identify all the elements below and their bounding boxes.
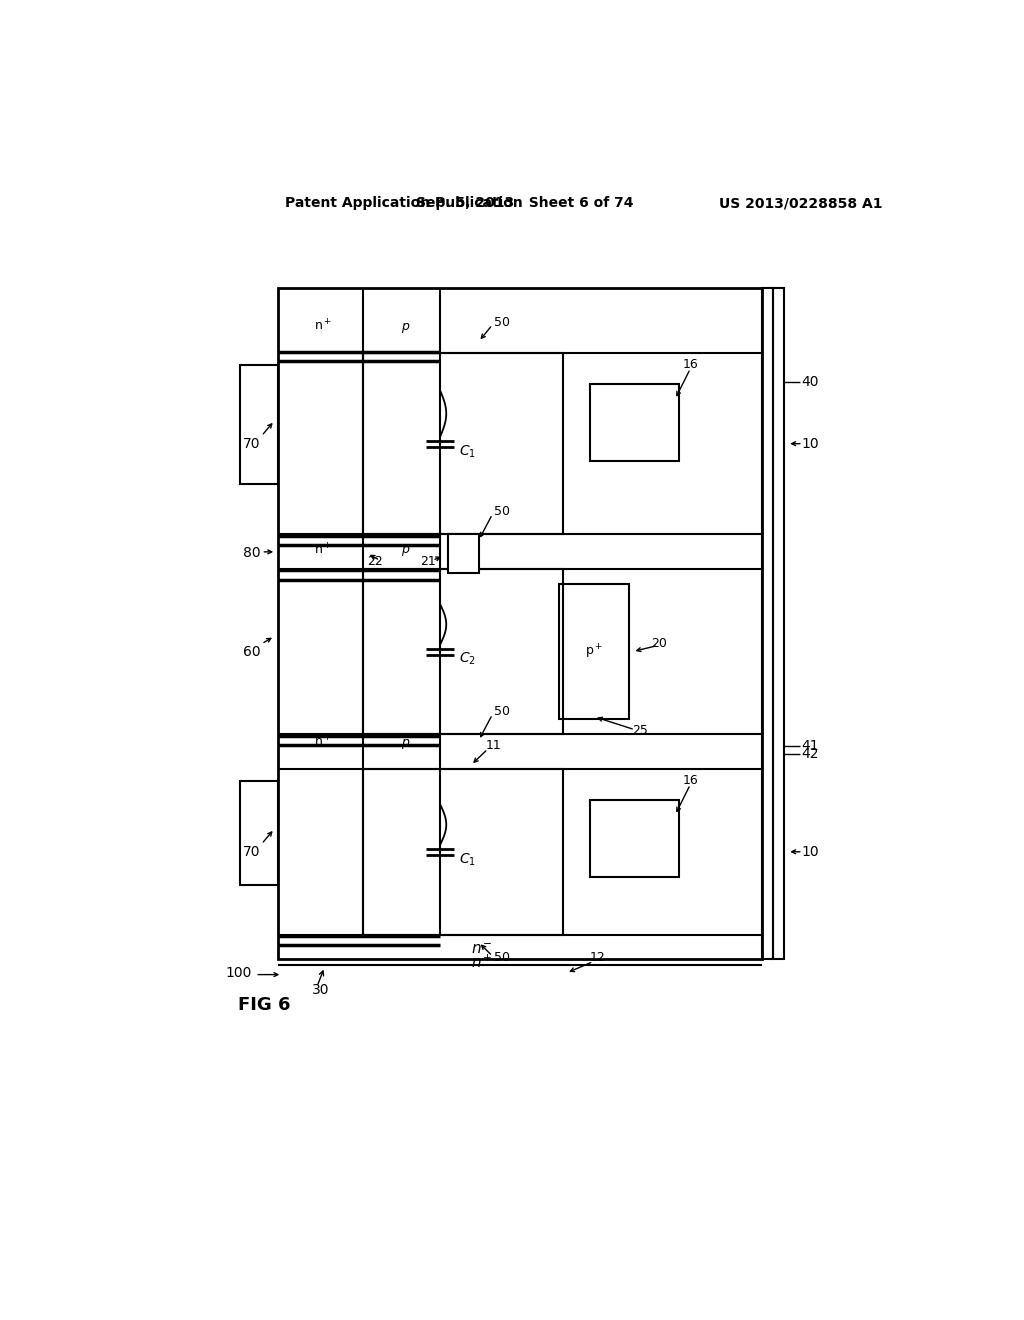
Text: US 2013/0228858 A1: US 2013/0228858 A1 — [719, 197, 883, 210]
Text: $C_1$: $C_1$ — [460, 851, 476, 867]
Text: 70: 70 — [243, 437, 260, 450]
Bar — [240, 364, 279, 484]
Text: 16: 16 — [683, 774, 698, 787]
Text: 20: 20 — [651, 638, 668, 651]
Text: 80: 80 — [243, 546, 260, 561]
Text: 10: 10 — [802, 437, 819, 450]
Text: n$^-$: n$^-$ — [471, 942, 493, 957]
Text: 50: 50 — [494, 705, 510, 718]
Text: n$^+$: n$^+$ — [471, 953, 493, 972]
Bar — [590, 384, 679, 461]
Bar — [762, 288, 773, 960]
Bar — [364, 354, 563, 535]
Text: 100: 100 — [225, 966, 252, 979]
Text: n$^+$: n$^+$ — [314, 543, 332, 557]
Text: n$^+$: n$^+$ — [314, 318, 332, 334]
Text: p: p — [401, 543, 410, 556]
Text: p: p — [401, 735, 410, 748]
Text: 11: 11 — [486, 739, 502, 752]
Bar — [773, 288, 783, 960]
Text: 42: 42 — [802, 747, 819, 760]
Text: 70: 70 — [243, 845, 260, 859]
Text: 21: 21 — [421, 556, 436, 569]
Text: 40: 40 — [802, 375, 819, 389]
Bar — [559, 585, 629, 719]
Bar — [590, 800, 679, 876]
Text: p: p — [401, 319, 410, 333]
Text: 12: 12 — [589, 952, 605, 964]
Bar — [364, 770, 563, 935]
Text: 50: 50 — [494, 952, 510, 964]
Text: FIG 6: FIG 6 — [239, 997, 291, 1014]
Text: Sep. 5, 2013   Sheet 6 of 74: Sep. 5, 2013 Sheet 6 of 74 — [416, 197, 634, 210]
Text: 41: 41 — [802, 739, 819, 752]
Bar — [279, 288, 762, 960]
Text: Patent Application Publication: Patent Application Publication — [285, 197, 522, 210]
Text: $C_2$: $C_2$ — [460, 651, 476, 668]
Text: n$^+$: n$^+$ — [314, 734, 332, 750]
Bar — [240, 780, 279, 884]
Text: 60: 60 — [243, 644, 260, 659]
Text: 50: 50 — [494, 504, 510, 517]
Text: p$^+$: p$^+$ — [585, 643, 603, 661]
Text: 16: 16 — [683, 358, 698, 371]
Text: 10: 10 — [802, 845, 819, 859]
Text: 30: 30 — [312, 983, 330, 997]
Text: 25: 25 — [633, 723, 648, 737]
Text: $C_1$: $C_1$ — [460, 444, 476, 459]
Text: 22: 22 — [367, 556, 383, 569]
Text: 50: 50 — [494, 315, 510, 329]
Bar — [364, 569, 563, 734]
Bar — [447, 535, 478, 573]
